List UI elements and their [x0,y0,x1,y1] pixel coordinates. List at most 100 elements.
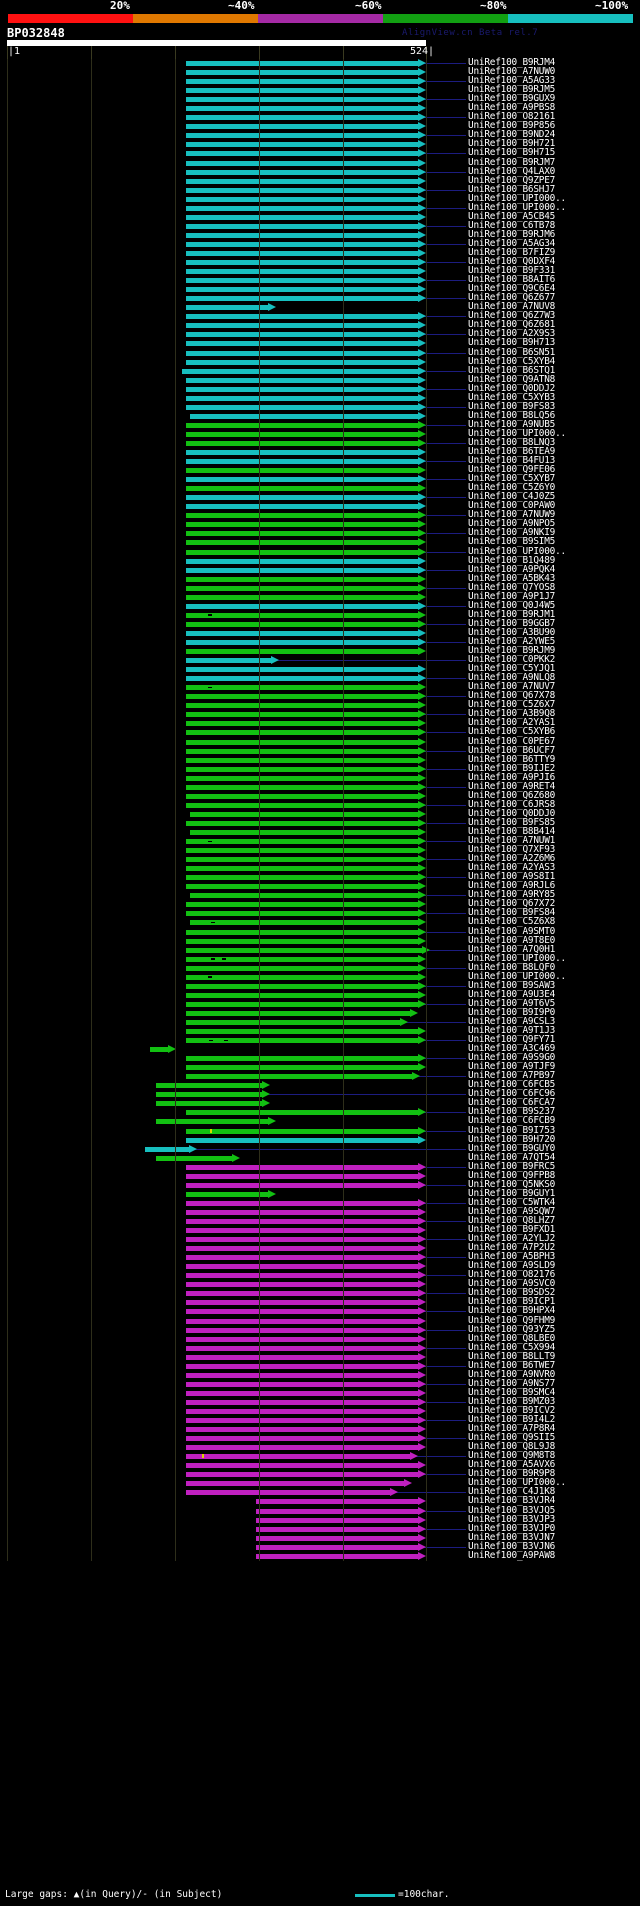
subject-label[interactable]: UniRef100_A5BK43 [468,572,556,584]
alignment-row[interactable]: UniRef100_A2X9S3 [0,328,640,340]
subject-label[interactable]: UniRef100_B9SIM5 [468,536,556,548]
hsp-bar[interactable] [186,1427,418,1433]
alignment-row[interactable]: UniRef100_B3VJN6 [0,1541,640,1552]
subject-label[interactable]: UniRef100_C6TB78 [468,219,556,231]
subject-label[interactable]: UniRef100_B9P856 [468,120,556,132]
hsp-bar[interactable] [186,1327,418,1333]
hsp-bar[interactable] [186,676,418,682]
alignment-row[interactable]: UniRef100_B9GGB7 [0,617,640,629]
subject-label[interactable]: UniRef100_B6TTY9 [468,753,556,765]
alignment-row[interactable]: UniRef100_Q6Z7W3 [0,311,640,321]
hsp-bar[interactable] [156,1155,232,1161]
alignment-row[interactable]: UniRef100_UPI000.. [0,202,640,213]
subject-label[interactable]: UniRef100_B9SDS2 [468,1287,556,1299]
alignment-row[interactable]: UniRef100_A3B9Q8 [0,708,640,720]
subject-label[interactable]: UniRef100_Q0DDJ2 [468,382,556,394]
subject-label[interactable]: UniRef100_B9FS84 [468,907,556,919]
alignment-row[interactable]: UniRef100_A9U3E4 [0,989,640,1000]
alignment-row[interactable]: UniRef100_A3C469 [0,1044,640,1054]
hsp-bar[interactable] [186,1436,418,1442]
hsp-bar[interactable] [186,1110,418,1116]
alignment-row[interactable]: UniRef100_C5WTK4 [0,1197,640,1208]
subject-label[interactable]: UniRef100_C6FCB9 [468,1115,556,1127]
hsp-bar[interactable] [186,1074,412,1080]
subject-label[interactable]: UniRef100_B9H721 [468,138,556,150]
alignment-row[interactable]: UniRef100_Q9FY71 [0,1035,640,1045]
subject-label[interactable]: UniRef100_UPI000.. [468,952,566,964]
hsp-bar[interactable] [156,1092,262,1098]
subject-label[interactable]: UniRef100_B8LQF0 [468,961,556,973]
subject-label[interactable]: UniRef100_A9PBS8 [468,102,556,114]
alignment-row[interactable]: UniRef100_A9PQK4 [0,564,640,575]
alignment-row[interactable]: UniRef100_C5XYB3 [0,392,640,403]
hsp-bar[interactable] [186,1300,418,1306]
hsp-bar[interactable] [186,1264,418,1270]
hsp-bar[interactable] [186,1363,418,1369]
subject-label[interactable]: UniRef100_A9RJL6 [468,880,556,892]
hsp-bar[interactable] [186,1282,418,1288]
alignment-row[interactable]: UniRef100_A7PB97 [0,1071,640,1081]
alignment-row[interactable]: UniRef100_B6TWE7 [0,1360,640,1371]
subject-label[interactable]: UniRef100_A9S9G0 [468,1052,556,1064]
alignment-row[interactable]: UniRef100_A5CB45 [0,211,640,222]
hsp-bar[interactable] [186,250,418,256]
alignment-row[interactable]: UniRef100_A9S8I1 [0,872,640,882]
alignment-row[interactable]: UniRef100_C0PE67 [0,735,640,747]
hsp-bar[interactable] [186,884,418,890]
hsp-bar[interactable] [186,938,418,944]
hsp-bar[interactable] [190,829,418,835]
alignment-row[interactable]: UniRef100_B9I4L2 [0,1415,640,1425]
hsp-bar[interactable] [156,1083,262,1089]
subject-label[interactable]: UniRef100_C5Z6Y0 [468,482,556,494]
alignment-row[interactable]: UniRef100_C6FCA7 [0,1098,640,1108]
alignment-row[interactable]: UniRef100_B6UCF7 [0,745,640,756]
hsp-bar[interactable] [186,287,418,293]
alignment-row[interactable]: UniRef100_C0PAW0 [0,501,640,511]
alignment-row[interactable]: UniRef100_B9ICP1 [0,1297,640,1307]
hsp-bar[interactable] [186,1309,418,1315]
alignment-row[interactable]: UniRef100_B9I753 [0,1125,640,1136]
hsp-bar[interactable] [186,875,418,881]
subject-label[interactable]: UniRef100_Q67X78 [468,690,556,702]
hsp-bar[interactable] [186,712,418,718]
hsp-bar[interactable] [186,802,418,808]
alignment-row[interactable]: UniRef100_Q0DDJ0 [0,808,640,819]
alignment-row[interactable]: UniRef100_A2Z6M6 [0,854,640,864]
alignment-row[interactable]: UniRef100_Q7YOS8 [0,582,640,593]
subject-label[interactable]: UniRef100_B9F331 [468,265,556,277]
subject-label[interactable]: UniRef100_B9GGB7 [468,617,556,629]
hsp-bar[interactable] [186,260,418,266]
hsp-bar[interactable] [186,341,418,347]
subject-label[interactable]: UniRef100_C0PE67 [468,735,556,747]
hsp-bar[interactable] [186,974,418,980]
hsp-bar[interactable] [186,576,418,582]
alignment-row[interactable]: UniRef100_B3VJQ5 [0,1505,640,1516]
alignment-row[interactable]: UniRef100_A2YLJ2 [0,1234,640,1244]
subject-label[interactable]: UniRef100_B9I9P0 [468,1006,556,1018]
alignment-row[interactable]: UniRef100_Q6Z677 [0,293,640,303]
hsp-bar[interactable] [186,404,418,410]
hsp-bar[interactable] [190,920,418,926]
alignment-row[interactable]: UniRef100_B3VJR4 [0,1496,640,1506]
hsp-bar[interactable] [186,196,418,202]
alignment-row[interactable]: UniRef100_B9IJE2 [0,763,640,774]
subject-label[interactable]: UniRef100_A9CSL3 [468,1015,556,1027]
alignment-row[interactable]: UniRef100_B9SMC4 [0,1387,640,1398]
hsp-bar[interactable] [186,133,418,139]
alignment-row[interactable]: UniRef100_C6JRS8 [0,799,640,810]
alignment-row[interactable]: UniRef100_B9I9P0 [0,1006,640,1018]
alignment-row[interactable]: UniRef100_Q93YZ5 [0,1324,640,1335]
hsp-bar[interactable] [186,531,418,537]
subject-label[interactable]: UniRef100_A9NPO5 [468,518,556,530]
hsp-bar[interactable] [186,902,418,908]
subject-label[interactable]: UniRef100_A7Q0H1 [468,943,556,955]
alignment-row[interactable]: UniRef100_Q4LAX0 [0,166,640,177]
alignment-row[interactable]: UniRef100_B9FS84 [0,907,640,919]
subject-label[interactable]: UniRef100_A3B9Q8 [468,708,556,720]
subject-label[interactable]: UniRef100_A2X9S3 [468,328,556,340]
alignment-row[interactable]: UniRef100_UPI000.. [0,546,640,557]
alignment-row[interactable]: UniRef100_A9RJL6 [0,880,640,892]
alignment-row[interactable]: UniRef100_C5Z6Y0 [0,482,640,494]
hsp-bar[interactable] [186,1246,418,1252]
hsp-bar[interactable] [186,649,418,655]
